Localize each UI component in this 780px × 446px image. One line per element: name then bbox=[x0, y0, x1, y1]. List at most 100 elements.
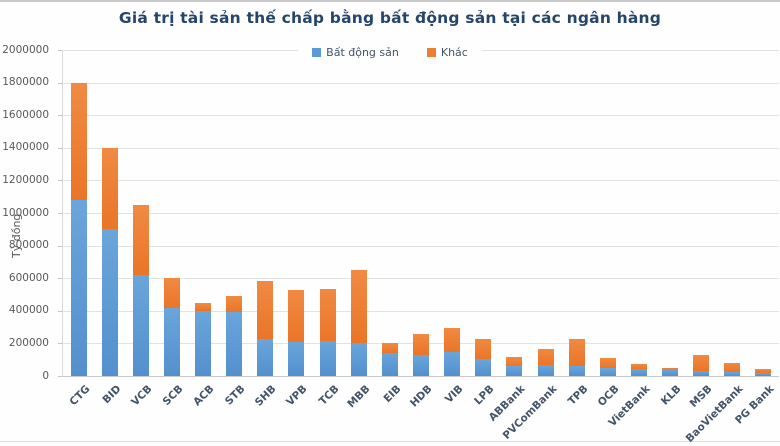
stacked-bar-VietBank bbox=[630, 364, 647, 376]
bar-segment-bat-dong-san bbox=[662, 369, 679, 376]
bar-segment-bat-dong-san bbox=[350, 343, 367, 376]
bar-segment-khac bbox=[444, 327, 461, 353]
bar-segment-khac bbox=[195, 302, 212, 311]
y-tick-mark bbox=[58, 310, 63, 312]
bar-segment-khac bbox=[101, 147, 118, 230]
bar-segment-khac bbox=[724, 363, 741, 373]
stacked-bar-OCB bbox=[599, 358, 616, 376]
x-tick-label: OCB bbox=[595, 383, 622, 409]
x-tick-label: VPB bbox=[284, 383, 310, 409]
bar-segment-khac bbox=[755, 369, 772, 374]
y-tick-mark bbox=[58, 82, 63, 84]
bar-segment-khac bbox=[693, 354, 710, 372]
bar-segment-bat-dong-san bbox=[413, 354, 429, 376]
gridline bbox=[63, 82, 779, 84]
bar-segment-khac bbox=[132, 204, 149, 275]
x-tick-label: BID bbox=[100, 383, 124, 407]
bar-segment-bat-dong-san bbox=[319, 340, 336, 376]
stacked-bar-EIB bbox=[381, 343, 398, 376]
x-tick-label: MBB bbox=[345, 383, 373, 411]
stacked-bar-PVComBank bbox=[537, 349, 554, 376]
y-tick-mark bbox=[58, 147, 63, 149]
bar-segment-bat-dong-san bbox=[630, 369, 647, 376]
stacked-bar-ABBank bbox=[506, 357, 523, 376]
y-tick-label: 1400000 bbox=[2, 141, 49, 154]
gridline bbox=[63, 245, 779, 247]
x-tick-label: SHB bbox=[253, 383, 279, 409]
bar-segment-khac bbox=[350, 270, 367, 344]
y-tick-label: 1800000 bbox=[2, 76, 49, 89]
x-tick-label: VIB bbox=[442, 383, 466, 406]
bar-segment-khac bbox=[288, 290, 305, 342]
stacked-bar-MBB bbox=[350, 270, 367, 376]
bar-segment-bat-dong-san bbox=[70, 199, 87, 376]
gridline bbox=[63, 180, 779, 182]
x-tick-label: CTG bbox=[66, 383, 93, 409]
y-tick-mark bbox=[58, 180, 63, 182]
bar-segment-bat-dong-san bbox=[195, 310, 212, 376]
bar-segment-bat-dong-san bbox=[257, 338, 274, 376]
bar-segment-bat-dong-san bbox=[132, 274, 149, 376]
bar-segment-khac bbox=[413, 333, 429, 355]
stacked-bar-SCB bbox=[163, 278, 180, 376]
bar-segment-khac bbox=[381, 343, 398, 354]
y-tick-mark bbox=[58, 343, 63, 345]
bar-segment-khac bbox=[568, 339, 585, 367]
gridline bbox=[63, 115, 779, 117]
x-tick-label: LPB bbox=[472, 383, 497, 408]
stacked-bar-ACB bbox=[195, 302, 212, 376]
x-tick-label: TCB bbox=[316, 383, 342, 408]
gridline bbox=[63, 310, 779, 312]
x-tick-label: SCB bbox=[160, 383, 186, 408]
bar-segment-khac bbox=[319, 288, 336, 341]
y-tick-label: 400000 bbox=[8, 304, 49, 317]
stacked-bar-VPB bbox=[288, 290, 305, 376]
bar-segment-khac bbox=[70, 82, 87, 200]
bar-segment-khac bbox=[475, 338, 492, 359]
y-tick-mark bbox=[58, 115, 63, 117]
stacked-bar-SHB bbox=[257, 280, 274, 376]
legend-label-khac: Khác bbox=[440, 45, 468, 59]
x-tick-label: TPB bbox=[565, 383, 591, 408]
x-tick-label: MSB bbox=[687, 383, 715, 410]
stacked-bar-BID bbox=[101, 147, 118, 376]
y-tick-label: 2000000 bbox=[2, 43, 49, 56]
y-axis-tick-labels: 2000000 1800000 1600000 1400000 1200000 10000… bbox=[0, 0, 63, 446]
y-tick-label: 1000000 bbox=[2, 206, 49, 219]
y-tick-mark bbox=[58, 278, 63, 280]
stacked-bar-LPB bbox=[475, 338, 492, 376]
x-tick-label: STB bbox=[223, 383, 248, 408]
bottom-border-line bbox=[0, 441, 780, 442]
stacked-bar-PG Bank bbox=[755, 369, 772, 376]
stacked-bar-VCB bbox=[132, 204, 149, 376]
bar-segment-bat-dong-san bbox=[599, 367, 616, 376]
x-axis-tick-labels: CTG BID VCB SCB ACB STB SHB VPB TCB MBB EIB HDB VIB L… bbox=[62, 376, 778, 445]
x-tick-label: VCB bbox=[128, 383, 155, 409]
legend-label-bat-dong-san: Bất động sản bbox=[326, 45, 399, 59]
stacked-bar-STB bbox=[226, 296, 243, 376]
x-tick-label: HDB bbox=[407, 383, 435, 410]
legend: Bất động sản Khác bbox=[0, 44, 780, 60]
y-tick-label: 0 bbox=[42, 369, 49, 382]
gridline bbox=[63, 147, 779, 149]
y-tick-mark bbox=[58, 50, 63, 51]
bar-segment-bat-dong-san bbox=[444, 352, 461, 376]
stacked-bar-BaoVietBank bbox=[724, 363, 741, 376]
stacked-bar-TCB bbox=[319, 288, 336, 376]
stacked-bar-TPB bbox=[568, 339, 585, 376]
bar-segment-bat-dong-san bbox=[724, 372, 741, 376]
x-tick-label: ACB bbox=[191, 383, 217, 409]
bar-segment-bat-dong-san bbox=[506, 366, 523, 376]
x-tick-label: EIB bbox=[381, 383, 404, 405]
bar-segment-khac bbox=[599, 358, 616, 368]
y-tick-mark bbox=[58, 245, 63, 247]
legend-inner: Bất động sản Khác bbox=[298, 45, 482, 59]
bar-segment-bat-dong-san bbox=[568, 366, 585, 376]
bar-segment-khac bbox=[630, 364, 647, 370]
bar-segment-khac bbox=[163, 278, 180, 308]
bar-segment-bat-dong-san bbox=[755, 373, 772, 376]
bar-segment-bat-dong-san bbox=[163, 307, 180, 376]
bar-segment-khac bbox=[537, 349, 554, 366]
bar-segment-bat-dong-san bbox=[288, 341, 305, 376]
